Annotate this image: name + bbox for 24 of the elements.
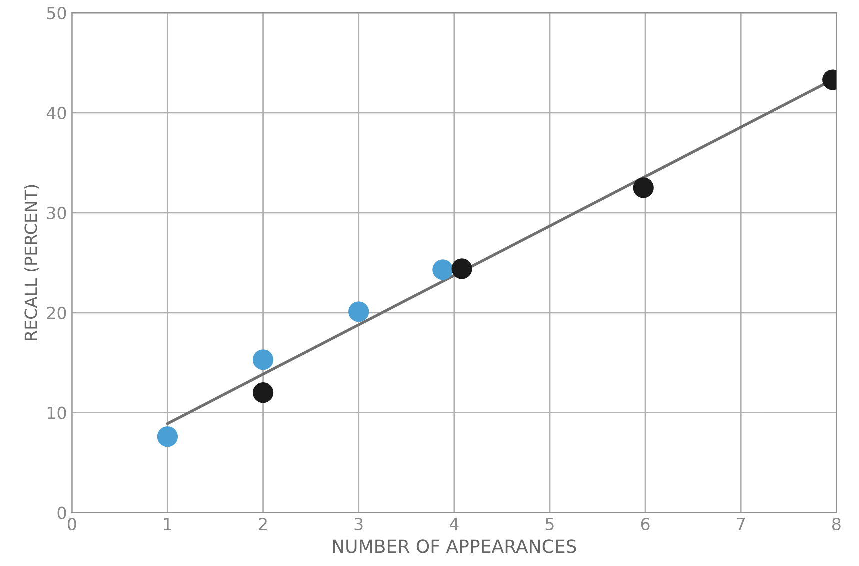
- x-tick-label: 6: [641, 518, 650, 531]
- x-tick-label: 1: [164, 518, 172, 530]
- y-tick-label: 40: [46, 106, 66, 120]
- x-tick-label: 7: [737, 518, 745, 530]
- point: [252, 350, 274, 370]
- point: [157, 426, 178, 448]
- x-tick-label: 8: [832, 518, 841, 531]
- y-tick-label: 0: [58, 506, 66, 520]
- x-axis-title: NUMBER OF APPEARANCES: [333, 540, 576, 554]
- point: [633, 178, 654, 198]
- y-tick-label: 30: [47, 206, 66, 220]
- x-tick-label: 4: [450, 518, 459, 530]
- y-tick-label: 50: [47, 6, 66, 20]
- point: [432, 260, 454, 280]
- point: [348, 302, 370, 322]
- x-tick-label: 3: [354, 518, 363, 531]
- y-tick-label: 10: [48, 406, 66, 420]
- x-tick-label: 0: [68, 518, 76, 531]
- x-tick-label: 2: [259, 518, 267, 530]
- y-axis-title: RECALL (PERCENT): [24, 185, 40, 340]
- point: [452, 258, 472, 280]
- point: [252, 382, 274, 404]
- y-tick-label: 20: [47, 306, 66, 320]
- x-tick-label: 5: [546, 518, 554, 531]
